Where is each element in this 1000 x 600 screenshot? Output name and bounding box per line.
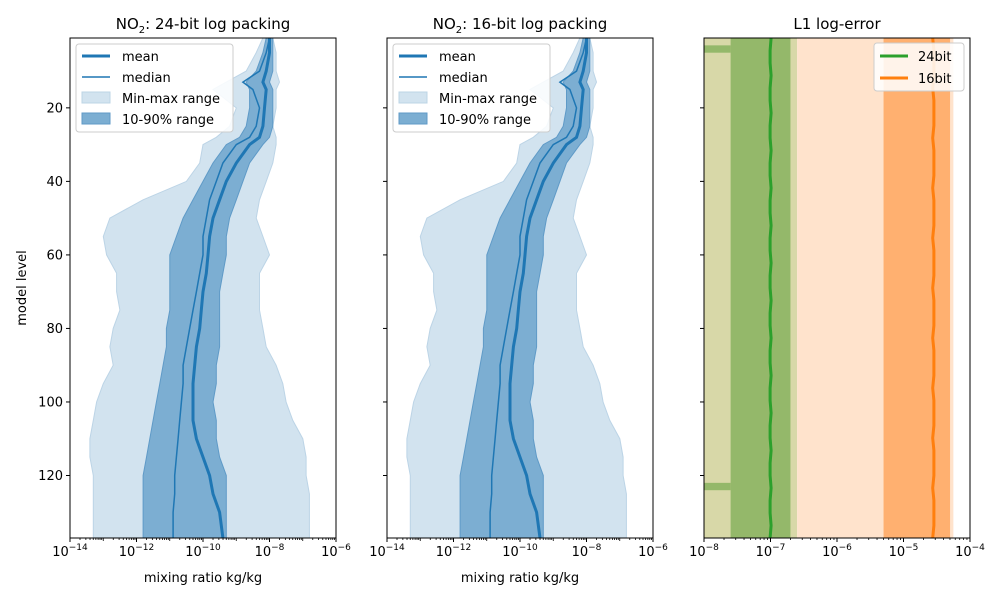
- x-tick-label: 10−6: [638, 543, 668, 560]
- band-notch: [704, 45, 731, 53]
- legend-entry: 16bit: [918, 72, 952, 87]
- legend-entry: 10-90% range: [122, 113, 214, 128]
- legend-entry: median: [122, 71, 171, 86]
- x-tick-label: 10−6: [321, 543, 351, 560]
- legend-swatch: [81, 112, 111, 125]
- legend-swatch: [398, 91, 428, 104]
- x-tick-label: 10−10: [185, 543, 221, 560]
- panel-l1-error: L1 log-error 10−8 10−7 10−6 10−5 10−4 24bit 1…: [689, 15, 985, 560]
- p10-p90-band-24bit: [730, 38, 791, 538]
- panel-24bit: NO2: 24-bit log packing mixing ratio kg/…: [15, 15, 351, 586]
- x-tick-label: 10−12: [119, 543, 155, 560]
- legend-entry: mean: [439, 50, 476, 65]
- median-line: [172, 38, 271, 538]
- legend-entry: mean: [122, 50, 159, 65]
- chart-title: L1 log-error: [793, 15, 881, 33]
- chart-title: NO2: 16-bit log packing: [433, 15, 608, 36]
- line-24bit: [768, 37, 773, 539]
- x-axis-label: mixing ratio kg/kg: [461, 571, 579, 586]
- legend-entry: median: [439, 71, 488, 86]
- legend-box: [75, 43, 234, 133]
- x-tick-label: 10−12: [436, 543, 472, 560]
- x-tick-label: 10−8: [689, 543, 719, 560]
- legend-box: [392, 43, 551, 133]
- x-axis-label: mixing ratio kg/kg: [144, 571, 262, 586]
- legend-entry: Min-max range: [439, 92, 537, 107]
- legend-entry: 10-90% range: [439, 113, 531, 128]
- p10-p90-band: [142, 38, 274, 538]
- x-tick-label: 10−10: [502, 543, 538, 560]
- x-tick-label: 10−4: [955, 543, 985, 560]
- chart-title: NO2: 24-bit log packing: [116, 15, 291, 36]
- y-tick-label: 40: [46, 175, 63, 190]
- mean-line: [508, 38, 588, 538]
- panel-16bit: NO2: 16-bit log packing mixing ratio kg/…: [369, 15, 668, 586]
- x-tick-label: 10−5: [889, 543, 919, 560]
- y-tick-label: 100: [38, 395, 63, 410]
- y-tick-label: 20: [46, 101, 63, 116]
- p10-p90-band: [459, 38, 591, 538]
- x-tick-label: 10−8: [255, 543, 285, 560]
- x-tick-label: 10−6: [822, 543, 852, 560]
- y-axis-label: model level: [15, 250, 30, 326]
- legend-entry: Min-max range: [122, 92, 220, 107]
- x-tick-label: 10−14: [52, 543, 88, 560]
- p10-p90-band-16bit: [883, 38, 951, 538]
- median-line: [489, 38, 588, 538]
- legend-swatch: [398, 112, 428, 125]
- x-tick-label: 10−7: [756, 543, 786, 560]
- y-tick-label: 80: [46, 322, 63, 337]
- x-tick-label: 10−14: [369, 543, 405, 560]
- y-tick-label: 60: [46, 248, 63, 263]
- legend-entry: 24bit: [918, 50, 952, 65]
- line-16bit: [931, 37, 936, 539]
- legend-swatch: [81, 91, 111, 104]
- band-notch: [704, 482, 731, 491]
- y-tick-label: 120: [38, 469, 63, 484]
- x-tick-label: 10−8: [572, 543, 602, 560]
- mean-line: [191, 38, 271, 538]
